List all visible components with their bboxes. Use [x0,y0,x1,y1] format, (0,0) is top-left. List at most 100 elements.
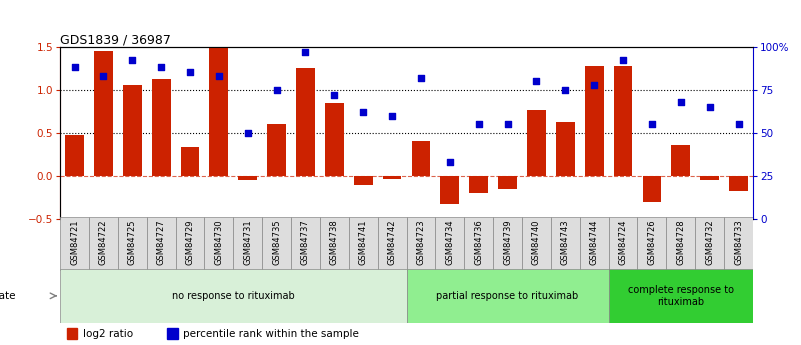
Bar [469,176,488,193]
Text: GSM84733: GSM84733 [734,219,743,265]
Point [530,78,543,84]
Text: GSM84723: GSM84723 [417,219,425,265]
Point [183,70,196,75]
Point [126,58,139,63]
Point [212,73,225,79]
Point [703,104,716,110]
Text: GSM84724: GSM84724 [618,219,627,265]
Bar [383,176,401,179]
Bar [123,85,142,176]
Point [328,92,340,98]
Bar [406,269,609,323]
Point [155,65,167,70]
Bar [609,269,753,323]
Bar [239,176,257,180]
Point [241,130,254,136]
Text: GSM84728: GSM84728 [676,219,686,265]
Point [270,87,283,92]
Text: GSM84737: GSM84737 [301,219,310,265]
Point [415,75,428,80]
Text: GSM84739: GSM84739 [503,219,512,265]
Text: GSM84738: GSM84738 [330,219,339,265]
Bar [522,217,551,271]
Bar [67,328,78,339]
Bar [89,217,118,271]
Bar [320,217,348,271]
Bar [233,217,262,271]
Bar [94,51,113,176]
Bar [700,176,719,180]
Bar [724,217,753,271]
Bar [151,79,171,176]
Point [356,109,369,115]
Bar [291,217,320,271]
Bar [441,176,459,204]
Bar [296,68,315,176]
Bar [118,217,147,271]
Text: GSM84725: GSM84725 [127,219,137,265]
Point [473,121,485,127]
Point [617,58,630,63]
Bar [498,176,517,189]
Bar [210,47,228,176]
Point [588,82,601,87]
Text: complete response to
rituximab: complete response to rituximab [628,285,734,307]
Text: GDS1839 / 36987: GDS1839 / 36987 [60,33,171,47]
Text: log2 ratio: log2 ratio [83,329,133,339]
Text: GSM84731: GSM84731 [244,219,252,265]
Bar [268,124,286,176]
Text: GSM84741: GSM84741 [359,219,368,265]
Bar [671,145,690,176]
Point [732,121,745,127]
Bar [729,176,748,190]
Text: GSM84730: GSM84730 [215,219,223,265]
Point [646,121,658,127]
Bar [167,328,178,339]
Point [559,87,572,92]
Bar [666,217,695,271]
Bar [262,217,291,271]
Text: GSM84721: GSM84721 [70,219,79,265]
Text: GSM84726: GSM84726 [647,219,656,265]
Text: percentile rank within the sample: percentile rank within the sample [183,329,360,339]
Bar [642,176,662,202]
Text: partial response to rituximab: partial response to rituximab [437,291,578,301]
Text: no response to rituximab: no response to rituximab [172,291,295,301]
Point [299,49,312,55]
Text: GSM84727: GSM84727 [157,219,166,265]
Text: GSM84744: GSM84744 [590,219,598,265]
Bar [609,217,638,271]
Point [674,99,687,105]
Bar [204,217,233,271]
Point [97,73,110,79]
Bar [348,217,377,271]
Bar [580,217,609,271]
Text: GSM84722: GSM84722 [99,219,108,265]
Bar [527,109,545,176]
Bar [175,217,204,271]
Bar [695,217,724,271]
Text: GSM84732: GSM84732 [705,219,714,265]
Point [501,121,514,127]
Bar [412,141,430,176]
Bar [325,103,344,176]
Text: GSM84743: GSM84743 [561,219,570,265]
Bar [377,217,406,271]
Text: GSM84734: GSM84734 [445,219,454,265]
Bar [60,269,406,323]
Bar [585,66,603,176]
Bar [465,217,493,271]
Bar [65,135,84,176]
Text: GSM84735: GSM84735 [272,219,281,265]
Text: GSM84729: GSM84729 [186,219,195,265]
Text: GSM84742: GSM84742 [388,219,396,265]
Text: GSM84736: GSM84736 [474,219,483,265]
Point [68,65,81,70]
Bar [436,217,465,271]
Bar [180,148,199,176]
Bar [147,217,175,271]
Point [444,159,457,165]
Bar [60,217,89,271]
Bar [614,66,633,176]
Bar [551,217,580,271]
